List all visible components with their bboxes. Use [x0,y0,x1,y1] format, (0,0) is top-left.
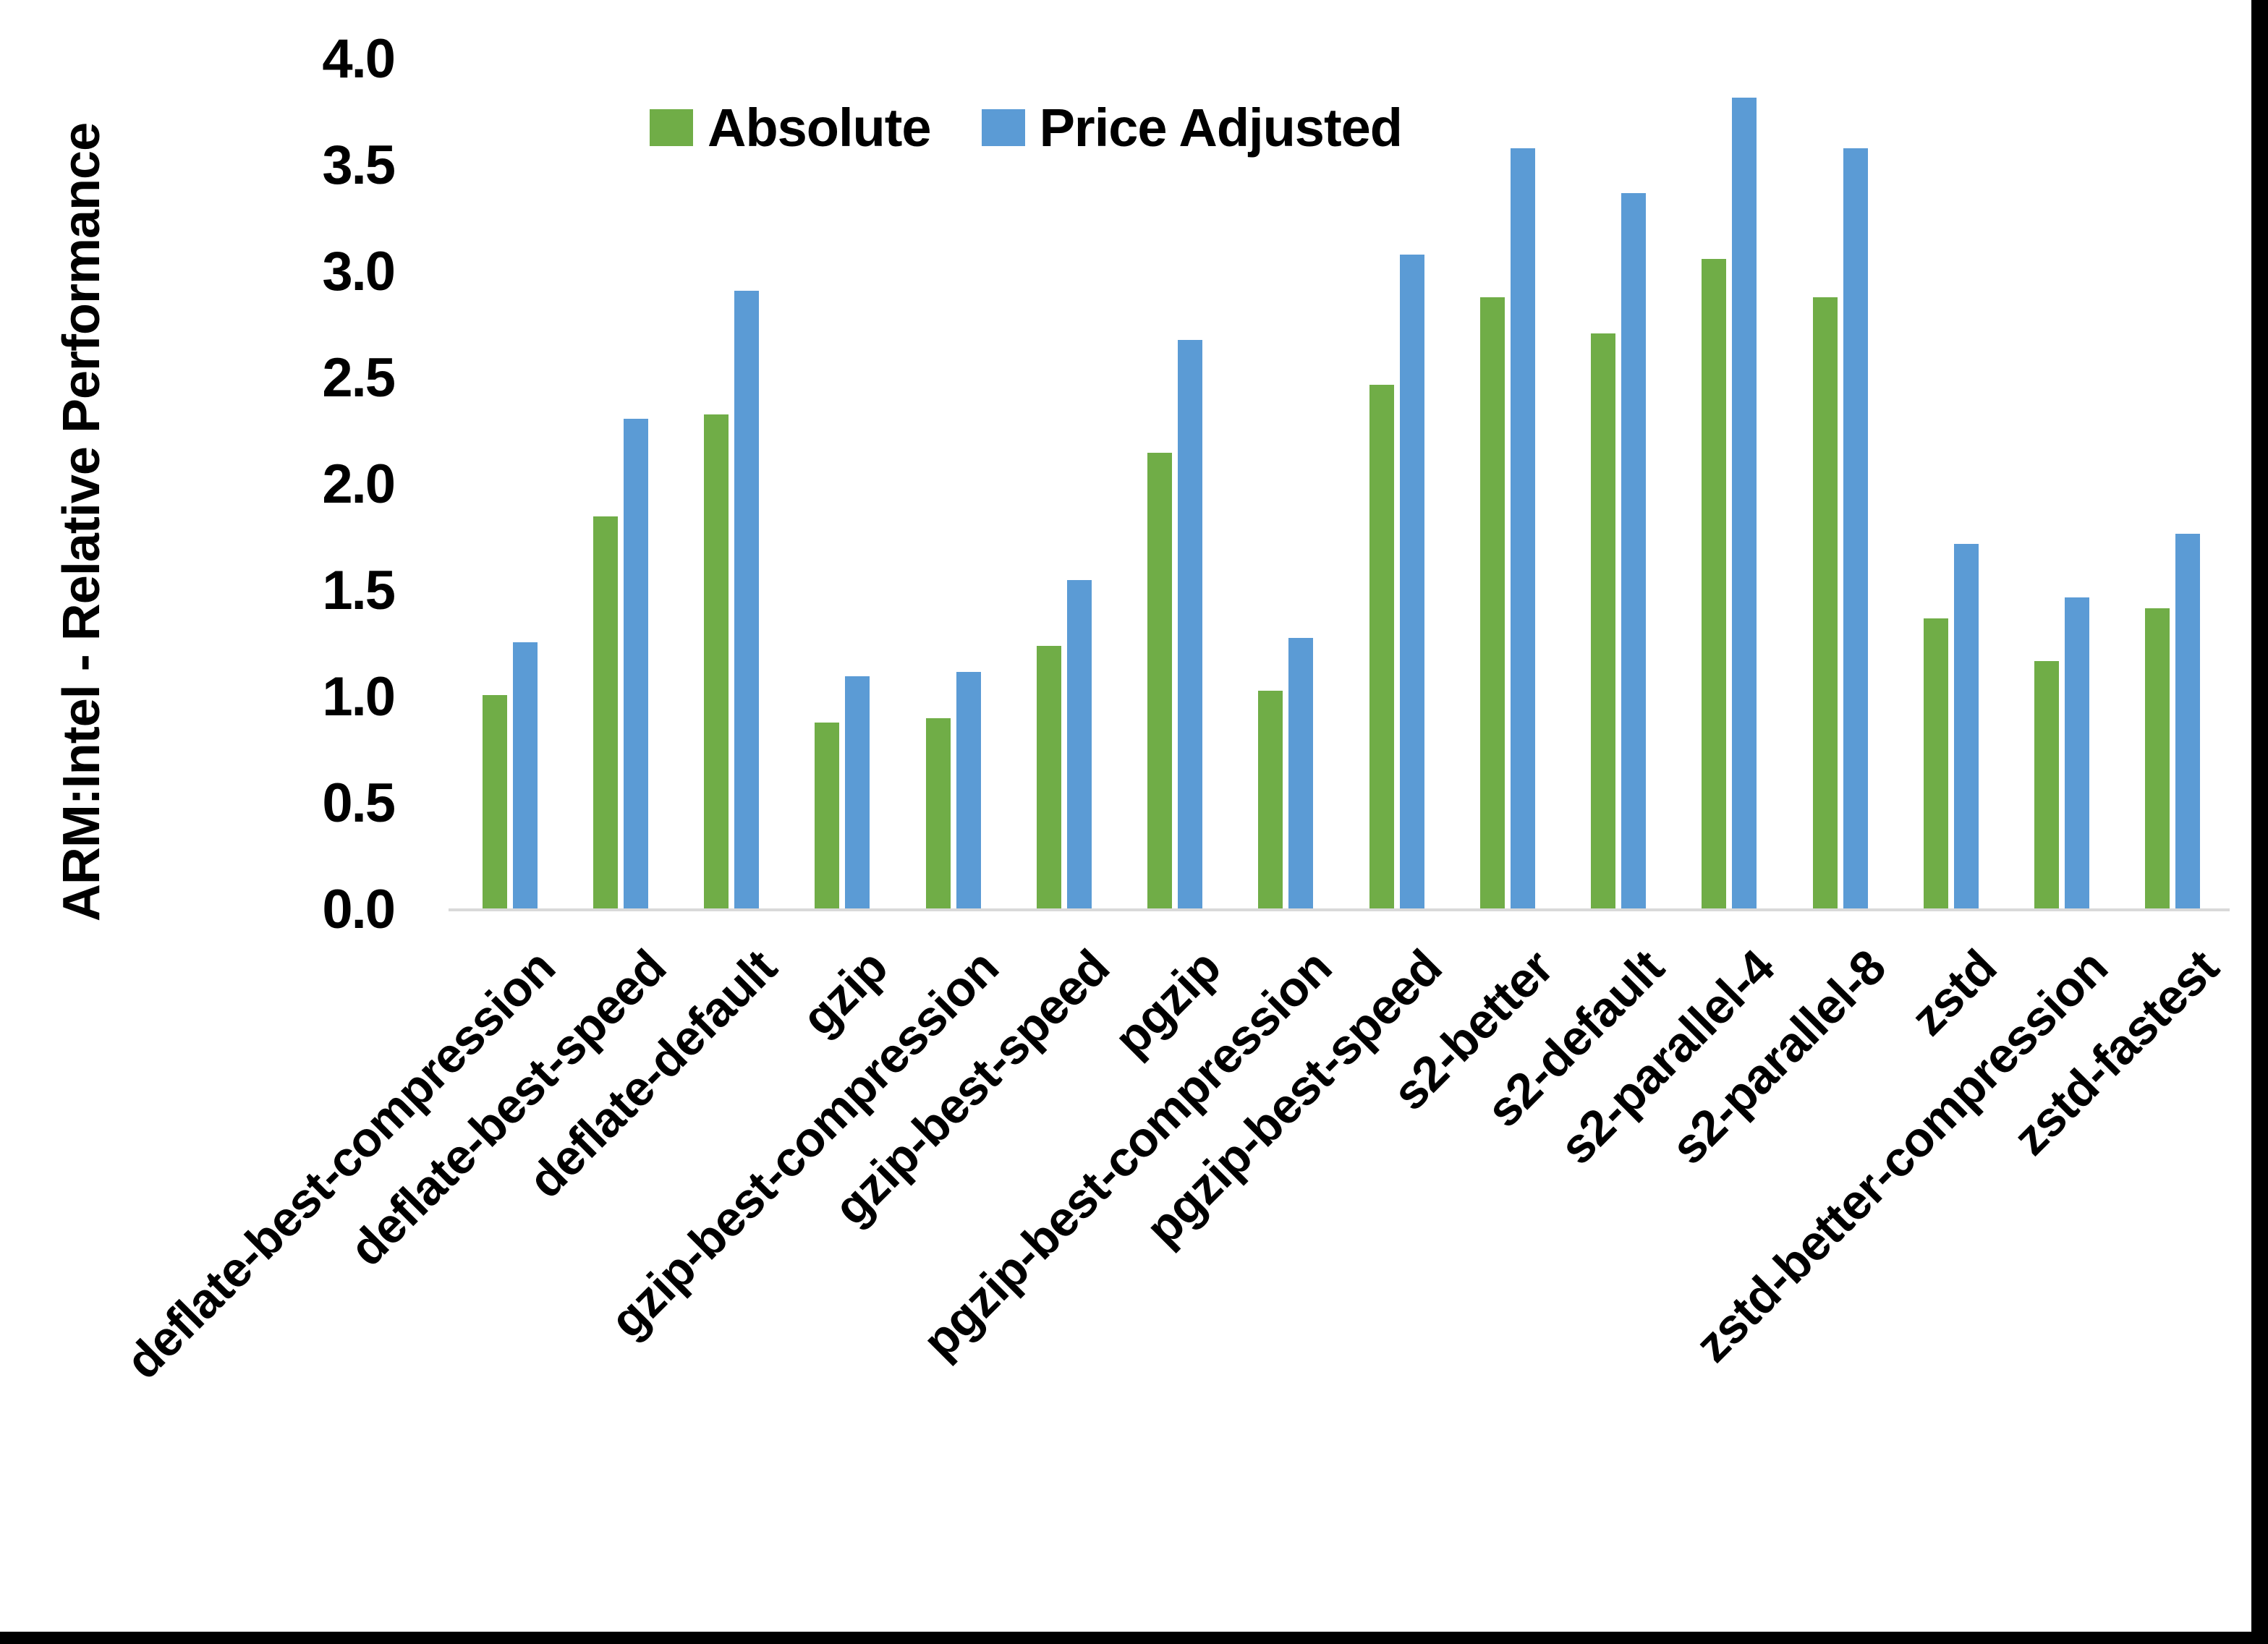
bar-absolute [1702,259,1726,910]
y-tick-label: 3.5 [322,135,396,196]
bar-absolute [1591,333,1615,910]
y-tick-label: 2.0 [322,453,396,515]
bar-absolute [815,723,839,910]
y-tick-label: 1.0 [322,666,396,728]
bar-price-adjusted [1954,544,1979,910]
y-tick-label: 2.5 [322,347,396,409]
bar-absolute [1924,618,1948,910]
y-tick-label: 1.5 [322,560,396,621]
bar-absolute [1813,297,1838,910]
bar-absolute [1258,691,1283,910]
bar-absolute [2034,661,2059,910]
bar-price-adjusted [956,672,981,910]
y-tick-label: 4.0 [322,28,396,90]
bar-absolute [593,516,618,910]
x-axis-line [449,908,2230,911]
legend-label-absolute: Absolute [708,98,932,158]
y-tick-label: 0.0 [322,879,396,940]
bar-absolute [1369,385,1394,910]
bar-price-adjusted [845,676,870,910]
y-tick-label: 0.5 [322,772,396,834]
bar-absolute [1480,297,1505,910]
y-tick-label: 3.0 [322,241,396,302]
bar-absolute [2145,608,2170,910]
bar-price-adjusted [1511,148,1535,910]
window-border-right [2251,0,2268,1644]
bar-price-adjusted [1843,148,1868,910]
bar-absolute [1147,453,1172,910]
bar-absolute [483,695,507,910]
legend-swatch-price-adjusted [981,109,1025,146]
bar-price-adjusted [1288,638,1313,910]
bar-price-adjusted [1178,340,1202,910]
bar-price-adjusted [734,291,759,910]
legend-swatch-absolute [650,109,693,146]
bar-price-adjusted [1400,255,1424,910]
window-border-bottom [0,1632,2268,1644]
bar-price-adjusted [2065,597,2089,910]
bar-price-adjusted [1621,193,1646,910]
bar-absolute [704,414,729,910]
legend: Absolute Price Adjusted [650,97,1403,158]
bar-price-adjusted [1067,580,1092,910]
x-tick-label: deflate-best-compression [115,940,566,1390]
bar-absolute [1037,646,1061,910]
legend-label-price-adjusted: Price Adjusted [1039,98,1403,158]
legend-item-absolute: Absolute [650,97,932,158]
bar-price-adjusted [624,419,648,910]
bar-price-adjusted [513,642,538,910]
bar-price-adjusted [2175,534,2200,910]
legend-item-price-adjusted: Price Adjusted [981,97,1403,158]
bar-absolute [926,718,951,910]
bar-price-adjusted [1732,98,1757,910]
